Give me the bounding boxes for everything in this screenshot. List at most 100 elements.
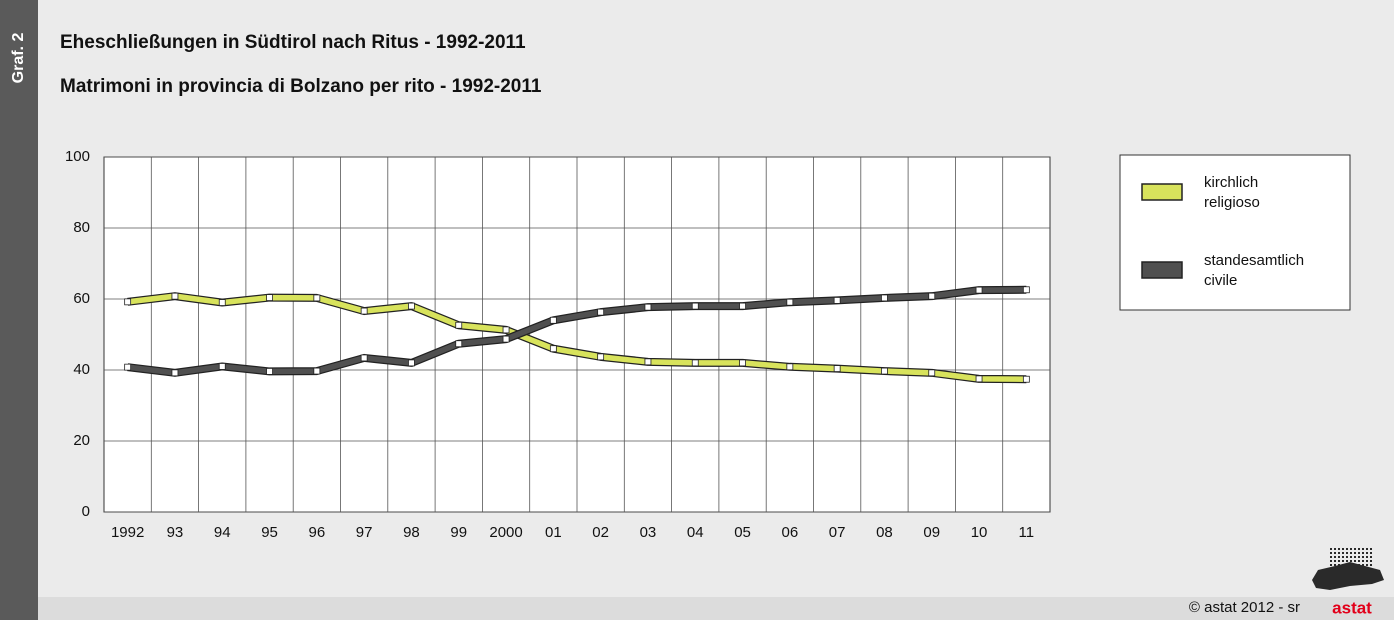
- point-marker: [833, 297, 841, 304]
- x-tick-label: 06: [782, 524, 799, 541]
- legend-swatch: [1141, 183, 1183, 201]
- legend-swatch: [1141, 261, 1183, 279]
- side-strip: [0, 0, 38, 620]
- y-tick-label: 20: [73, 432, 90, 449]
- point-marker: [266, 294, 273, 301]
- logo-dot: [1330, 560, 1332, 562]
- y-tick-label: 60: [73, 290, 90, 307]
- logo-dot: [1338, 552, 1340, 554]
- point-marker: [218, 363, 226, 370]
- logo-dot: [1370, 560, 1372, 562]
- point-marker: [408, 359, 415, 367]
- logo-dot: [1358, 556, 1360, 558]
- point-marker: [739, 359, 746, 367]
- logo-dot: [1334, 556, 1336, 558]
- legend-line: kirchlich: [1204, 174, 1258, 191]
- logo-dot: [1354, 560, 1356, 562]
- logo-dot: [1334, 564, 1336, 566]
- logo-dot: [1338, 548, 1340, 550]
- point-marker: [1022, 286, 1030, 294]
- point-marker: [455, 321, 463, 329]
- logo-dot: [1350, 548, 1352, 550]
- y-tick-label: 80: [73, 219, 90, 236]
- x-tick-label: 95: [261, 524, 278, 541]
- point-marker: [691, 302, 699, 310]
- point-marker: [786, 298, 794, 306]
- legend-line: standesamtlich: [1204, 252, 1304, 269]
- logo-dot: [1354, 556, 1356, 558]
- logo-dot: [1342, 564, 1344, 566]
- logo-dot: [1346, 548, 1348, 550]
- logo-dot: [1346, 564, 1348, 566]
- point-marker: [644, 303, 652, 311]
- point-marker: [644, 358, 652, 366]
- point-marker: [171, 292, 179, 300]
- logo-dot: [1366, 560, 1368, 562]
- x-tick-label: 97: [356, 524, 373, 541]
- point-marker: [928, 369, 936, 377]
- logo-text: astat: [1332, 598, 1372, 617]
- logo-dot: [1330, 564, 1332, 566]
- side-label: Graf. 2: [10, 33, 27, 84]
- chart-title: Eheschließungen in Südtirol nach Ritus -…: [60, 32, 526, 53]
- logo-map: [1312, 562, 1384, 590]
- logo-dot: [1330, 556, 1332, 558]
- logo-dot: [1346, 556, 1348, 558]
- logo-dot: [1350, 560, 1352, 562]
- logo-dot: [1362, 560, 1364, 562]
- chart-subtitle: Matrimoni in provincia di Bolzano per ri…: [60, 76, 542, 97]
- logo-dot: [1358, 560, 1360, 562]
- logo-dot: [1342, 552, 1344, 554]
- x-tick-label: 08: [876, 524, 893, 541]
- logo-dot: [1362, 548, 1364, 550]
- legend-label: kirchlich religioso: [1204, 174, 1260, 211]
- logo-dot: [1358, 564, 1360, 566]
- point-marker: [928, 292, 936, 300]
- series-line: [127, 293, 1027, 382]
- logo-dot: [1338, 560, 1340, 562]
- x-tick-label: 98: [403, 524, 420, 541]
- y-tick-label: 40: [73, 361, 90, 378]
- logo-dot: [1334, 552, 1336, 554]
- point-marker: [549, 316, 557, 324]
- point-marker: [313, 294, 321, 302]
- logo-dot: [1370, 548, 1372, 550]
- y-tick-label: 0: [82, 503, 90, 520]
- logo-dot: [1370, 564, 1372, 566]
- x-tick-label: 02: [592, 524, 609, 541]
- footer-bar: [38, 597, 1394, 620]
- logo-dot: [1350, 552, 1352, 554]
- logo-dot: [1346, 560, 1348, 562]
- logo-dot: [1366, 564, 1368, 566]
- logo-dot: [1334, 548, 1336, 550]
- logo-dot: [1354, 564, 1356, 566]
- logo-dot: [1354, 552, 1356, 554]
- logo-dot: [1362, 556, 1364, 558]
- point-marker: [549, 345, 557, 353]
- x-tick-label: 03: [640, 524, 657, 541]
- point-marker: [502, 335, 510, 343]
- x-tick-label: 11: [1019, 524, 1035, 541]
- x-tick-label: 96: [309, 524, 326, 541]
- point-marker: [124, 363, 132, 371]
- legend-line: civile: [1204, 272, 1237, 289]
- logo-dot: [1366, 548, 1368, 550]
- logo-dot: [1338, 556, 1340, 558]
- legend-line: religioso: [1204, 194, 1260, 211]
- point-marker: [266, 368, 273, 375]
- point-marker: [691, 359, 699, 367]
- x-tick-label: 1992: [111, 524, 144, 541]
- logo-dot: [1350, 556, 1352, 558]
- logo-dot: [1350, 564, 1352, 566]
- logo-dot: [1354, 548, 1356, 550]
- point-marker: [881, 294, 888, 302]
- point-marker: [833, 365, 841, 372]
- legend-label: standesamtlich civile: [1204, 252, 1304, 289]
- point-marker: [786, 363, 794, 371]
- point-marker: [124, 298, 132, 306]
- point-marker: [597, 353, 605, 361]
- x-tick-label: 10: [971, 524, 988, 541]
- point-marker: [739, 302, 746, 310]
- point-marker: [455, 340, 463, 348]
